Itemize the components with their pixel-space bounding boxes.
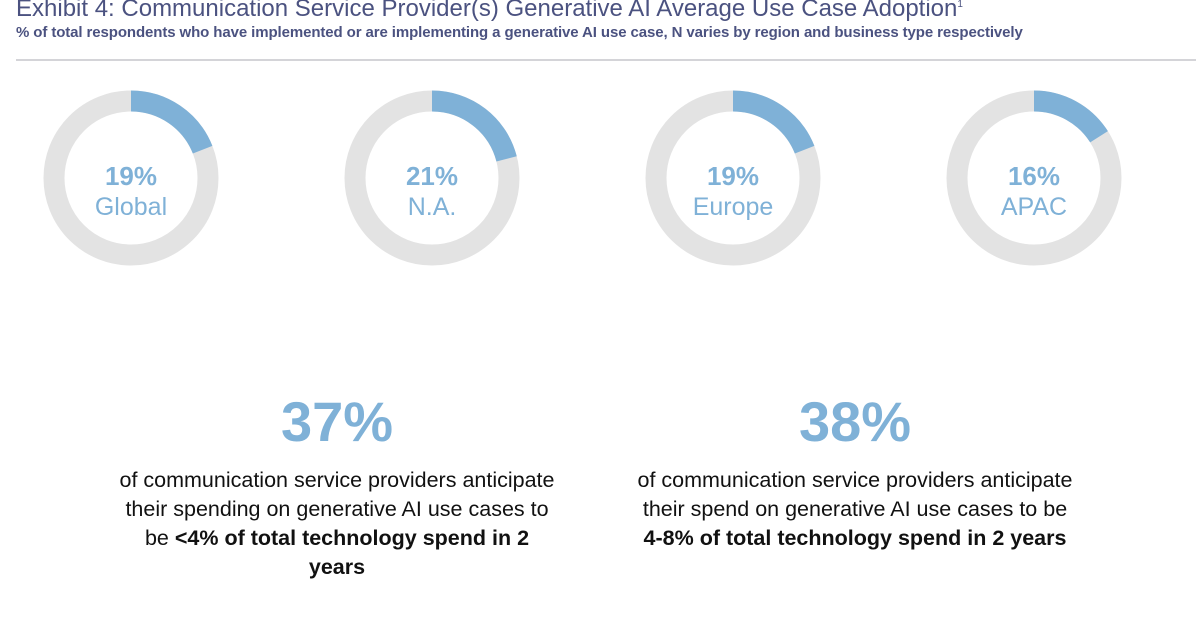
stat-description: of communication service providers antic… bbox=[117, 466, 557, 582]
donut-value-label: 19% bbox=[104, 161, 158, 191]
donut-value-label: 21% bbox=[405, 161, 459, 191]
stat-value: 38% bbox=[798, 390, 912, 453]
donut-center-label: 19% Global bbox=[31, 160, 231, 222]
stat-description-text: of communication service providers antic… bbox=[637, 468, 1073, 521]
stat-description-emphasis: 4-8% of total technology spend in 2 year… bbox=[643, 526, 1067, 550]
stat-block-1: 37% of communication service providers a… bbox=[117, 390, 557, 582]
donut-category-label: N.A. bbox=[407, 193, 457, 221]
donut-center-label: 16% APAC bbox=[934, 160, 1134, 222]
donut-slice-global bbox=[43, 90, 219, 266]
donut-category-label: Global bbox=[94, 193, 168, 221]
exhibit-title: Exhibit 4: Communication Service Provide… bbox=[16, 0, 1191, 23]
header-divider bbox=[16, 59, 1196, 61]
donut-category-label: Europe bbox=[692, 193, 774, 221]
stat-description-text: of communication service providers antic… bbox=[119, 468, 555, 550]
donut-slice-apac bbox=[946, 90, 1122, 266]
donut-category-label: APAC bbox=[1000, 193, 1068, 221]
title-footnote-marker: 1 bbox=[957, 0, 963, 10]
donut-chart-group: 19% Global 21% N.A. 19% Europe 16% APAC bbox=[0, 90, 1200, 290]
exhibit-title-text: Exhibit 4: Communication Service Provide… bbox=[16, 0, 958, 22]
donut-value-label: 16% bbox=[1007, 161, 1061, 191]
stat-description-emphasis: <4% of total technology spend in 2 years bbox=[174, 526, 530, 579]
donut-slice-na bbox=[344, 90, 520, 266]
exhibit-subtitle: % of total respondents who have implemen… bbox=[16, 24, 1023, 41]
donut-slice-europe bbox=[645, 90, 821, 266]
donut-center-label: 21% N.A. bbox=[332, 160, 532, 222]
donut-chart-svg bbox=[43, 90, 1122, 266]
donut-center-label: 19% Europe bbox=[633, 160, 833, 222]
stat-block-2: 38% of communication service providers a… bbox=[635, 390, 1075, 553]
exhibit-header: Exhibit 4: Communication Service Provide… bbox=[16, 0, 1191, 41]
stat-value: 37% bbox=[280, 390, 394, 453]
donut-value-label: 19% bbox=[706, 161, 760, 191]
stat-description: of communication service providers antic… bbox=[635, 466, 1075, 553]
